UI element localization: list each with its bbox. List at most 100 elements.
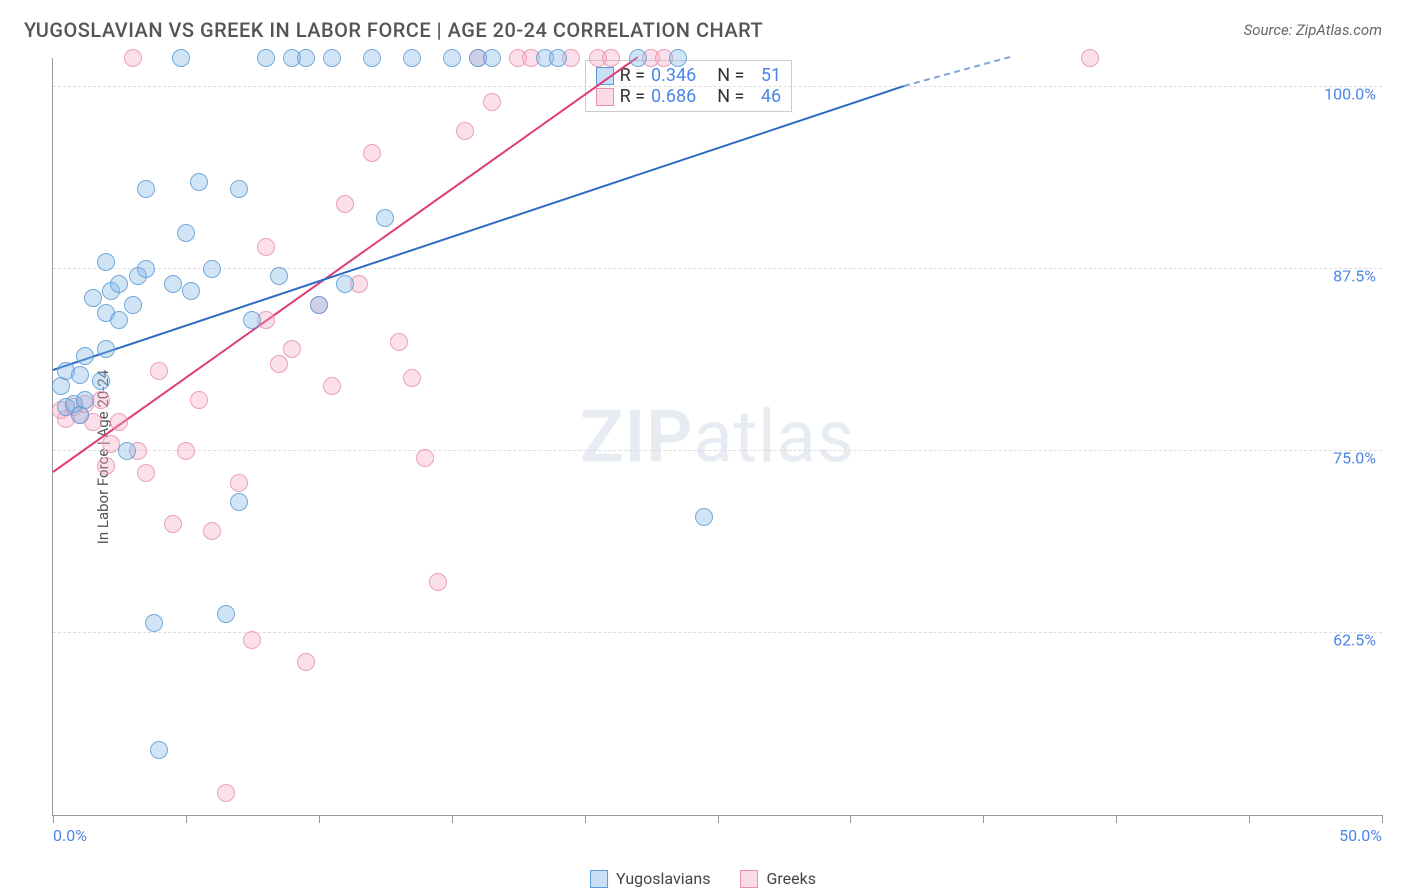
data-point-greeks — [243, 631, 261, 649]
data-point-yugoslavians — [118, 442, 136, 460]
data-point-yugoslavians — [217, 605, 235, 623]
data-point-yugoslavians — [336, 275, 354, 293]
data-point-yugoslavians — [376, 209, 394, 227]
data-point-greeks — [230, 474, 248, 492]
x-tick-label: 50.0% — [1339, 826, 1382, 845]
data-point-yugoslavians — [137, 260, 155, 278]
data-point-yugoslavians — [97, 340, 115, 358]
data-point-greeks — [323, 377, 341, 395]
data-point-yugoslavians — [177, 224, 195, 242]
data-point-yugoslavians — [145, 614, 163, 632]
r-label: R = — [620, 86, 645, 107]
watermark-bold: ZIP — [580, 394, 693, 479]
data-point-greeks — [602, 49, 620, 67]
data-point-yugoslavians — [92, 372, 110, 390]
data-point-greeks — [203, 522, 221, 540]
data-point-greeks — [416, 449, 434, 467]
x-tick — [983, 815, 984, 823]
y-tick-label: 100.0% — [1324, 85, 1376, 104]
x-tick — [850, 815, 851, 823]
trend-line — [903, 56, 1010, 87]
y-tick-label: 75.0% — [1333, 449, 1376, 468]
data-point-yugoslavians — [164, 275, 182, 293]
y-tick-label: 62.5% — [1333, 631, 1376, 650]
gridline-h — [53, 450, 1382, 451]
data-point-yugoslavians — [403, 49, 421, 67]
gridline-h — [53, 86, 1382, 87]
n-label: N = — [717, 86, 744, 107]
data-point-yugoslavians — [84, 289, 102, 307]
chart-title: YUGOSLAVIAN VS GREEK IN LABOR FORCE | AG… — [24, 18, 763, 42]
data-point-greeks — [150, 362, 168, 380]
data-point-greeks — [363, 144, 381, 162]
data-point-yugoslavians — [71, 366, 89, 384]
watermark: ZIPatlas — [580, 394, 855, 479]
stats-row-greeks: R = 0.686 N = 46 — [596, 86, 781, 107]
swatch-greeks — [596, 88, 614, 106]
data-point-yugoslavians — [124, 296, 142, 314]
data-point-greeks — [190, 391, 208, 409]
data-point-greeks — [110, 413, 128, 431]
data-point-yugoslavians — [172, 49, 190, 67]
data-point-yugoslavians — [150, 741, 168, 759]
x-tick-label: 0.0% — [53, 826, 87, 845]
legend-swatch-greeks — [740, 870, 758, 888]
y-tick-label: 87.5% — [1333, 267, 1376, 286]
data-point-yugoslavians — [669, 49, 687, 67]
data-point-yugoslavians — [629, 49, 647, 67]
data-point-greeks — [137, 464, 155, 482]
data-point-yugoslavians — [97, 253, 115, 271]
data-point-greeks — [1081, 49, 1099, 67]
data-point-yugoslavians — [695, 508, 713, 526]
data-point-yugoslavians — [110, 311, 128, 329]
data-point-greeks — [283, 340, 301, 358]
x-tick — [452, 815, 453, 823]
n-value-greeks: 46 — [761, 86, 781, 107]
data-point-greeks — [257, 238, 275, 256]
data-point-greeks — [456, 122, 474, 140]
data-point-greeks — [124, 49, 142, 67]
x-tick — [53, 815, 54, 823]
x-tick — [1382, 815, 1383, 823]
data-point-greeks — [92, 391, 110, 409]
plot-area: ZIPatlas R = 0.346 N = 51 R = 0.686 N = … — [52, 58, 1382, 816]
data-point-yugoslavians — [310, 296, 328, 314]
legend-label-greeks: Greeks — [766, 869, 816, 888]
legend-item-greeks: Greeks — [740, 869, 816, 888]
data-point-greeks — [390, 333, 408, 351]
data-point-greeks — [217, 784, 235, 802]
data-point-yugoslavians — [270, 267, 288, 285]
legend: Yugoslavians Greeks — [590, 869, 816, 888]
chart-header: YUGOSLAVIAN VS GREEK IN LABOR FORCE | AG… — [0, 0, 1406, 54]
source-credit: Source: ZipAtlas.com — [1244, 21, 1382, 39]
data-point-greeks — [483, 93, 501, 111]
x-tick — [319, 815, 320, 823]
gridline-h — [53, 268, 1382, 269]
data-point-greeks — [177, 442, 195, 460]
data-point-yugoslavians — [230, 493, 248, 511]
data-point-yugoslavians — [549, 49, 567, 67]
data-point-yugoslavians — [76, 347, 94, 365]
x-tick — [1249, 815, 1250, 823]
watermark-light: atlas — [693, 394, 855, 479]
data-point-greeks — [270, 355, 288, 373]
n-label: N = — [717, 65, 744, 86]
data-point-yugoslavians — [363, 49, 381, 67]
data-point-greeks — [164, 515, 182, 533]
data-point-yugoslavians — [243, 311, 261, 329]
data-point-yugoslavians — [76, 391, 94, 409]
data-point-yugoslavians — [110, 275, 128, 293]
x-tick — [718, 815, 719, 823]
x-tick — [585, 815, 586, 823]
data-point-greeks — [97, 457, 115, 475]
x-tick — [1116, 815, 1117, 823]
data-point-greeks — [429, 573, 447, 591]
n-value-yugoslavians: 51 — [761, 65, 781, 86]
r-value-yugoslavians: 0.346 — [651, 65, 696, 86]
data-point-yugoslavians — [190, 173, 208, 191]
data-point-yugoslavians — [137, 180, 155, 198]
data-point-yugoslavians — [203, 260, 221, 278]
legend-label-yugoslavians: Yugoslavians — [616, 869, 710, 888]
data-point-yugoslavians — [443, 49, 461, 67]
data-point-yugoslavians — [257, 49, 275, 67]
